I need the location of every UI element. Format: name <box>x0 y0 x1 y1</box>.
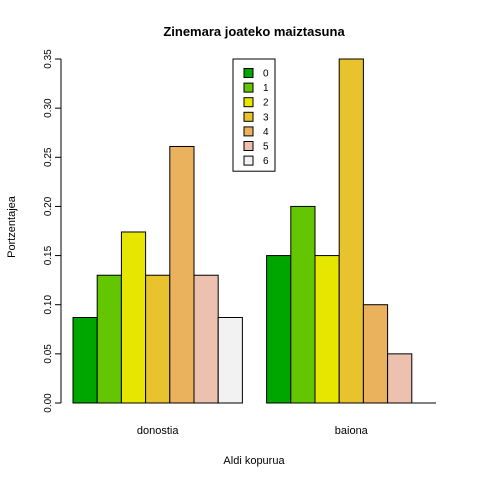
legend-label-4: 4 <box>263 127 269 138</box>
bar-donostia-2 <box>120 231 147 404</box>
y-tick-label: 0.30 <box>43 98 54 118</box>
legend-swatch-4 <box>243 126 254 137</box>
legend-swatch-1 <box>243 82 254 93</box>
legend-label-6: 6 <box>263 156 269 167</box>
legend-label-2: 2 <box>263 98 269 109</box>
bar-baiona-4 <box>362 304 389 404</box>
legend-label-1: 1 <box>263 83 269 94</box>
y-tick-label: 0.00 <box>43 393 54 413</box>
bar-donostia-0 <box>72 316 98 404</box>
bar-donostia-5 <box>193 274 219 404</box>
category-labels: donostia baiona <box>137 425 369 437</box>
x-axis-label: Aldi kopurua <box>223 455 285 467</box>
y-tick-label: 0.15 <box>43 245 54 265</box>
legend-swatch-5 <box>243 141 254 151</box>
legend-label-3: 3 <box>263 112 269 123</box>
bar-donostia-1 <box>96 274 122 404</box>
y-axis-label: Portzentajea <box>6 195 18 258</box>
bar-baiona-1 <box>290 205 316 404</box>
bar-baiona-2 <box>314 255 340 404</box>
legend-box <box>232 58 276 172</box>
legend: 0 1 2 3 4 5 6 <box>232 58 276 172</box>
bar-donostia-3 <box>145 274 171 404</box>
chart-title: Zinemara joateko maiztasuna <box>163 24 345 39</box>
bar-baiona-3 <box>338 58 364 404</box>
category-label-donostia: donostia <box>137 425 179 437</box>
y-tick-label: 0.25 <box>43 147 54 167</box>
legend-swatch-3 <box>243 111 254 122</box>
y-tick-label: 0.05 <box>43 344 54 364</box>
y-tick-label: 0.35 <box>43 49 54 69</box>
bar-baiona-5 <box>387 353 413 404</box>
legend-swatch-0 <box>243 68 254 78</box>
legend-swatch-2 <box>243 97 254 108</box>
category-label-baiona: baiona <box>335 425 369 437</box>
legend-swatch-6 <box>243 155 254 166</box>
bar-donostia-6 <box>217 316 243 404</box>
bar-baiona-0 <box>266 255 292 404</box>
legend-label-5: 5 <box>263 142 269 153</box>
legend-label-0: 0 <box>263 69 269 80</box>
bar-donostia-4 <box>169 145 195 404</box>
y-tick-label: 0.20 <box>43 196 54 216</box>
bars <box>72 58 436 404</box>
y-tick-label: 0.10 <box>43 295 54 315</box>
y-axis: 0.00 0.05 0.10 0.15 0.20 0.25 0.30 0.35 <box>43 49 62 413</box>
